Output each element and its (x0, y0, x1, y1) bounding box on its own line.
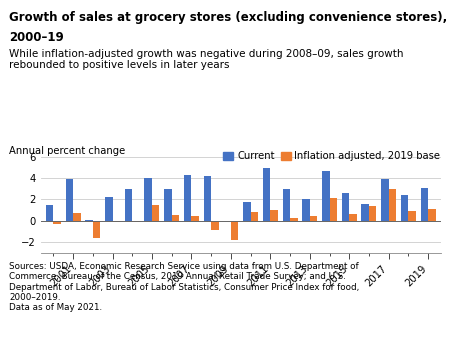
Bar (310, 216, 317, 221)
Text: Growth of sales at grocery stores (excluding convenience stores),: Growth of sales at grocery stores (exclu… (9, 11, 447, 24)
Bar (322, 171, 329, 221)
Bar (349, 214, 357, 221)
Bar (86, 220, 93, 221)
Bar (381, 179, 389, 221)
Bar (73, 213, 81, 221)
Bar (329, 199, 337, 221)
Bar (105, 197, 112, 221)
Bar (144, 178, 152, 221)
Bar (251, 212, 258, 221)
Bar (231, 221, 238, 240)
Bar (270, 210, 278, 221)
Legend: Current, Inflation adjusted, 2019 base: Current, Inflation adjusted, 2019 base (223, 151, 441, 161)
Bar (283, 189, 290, 221)
Bar (428, 209, 436, 221)
Bar (302, 199, 310, 221)
Bar (263, 168, 270, 221)
Text: Annual percent change: Annual percent change (9, 146, 125, 156)
Bar (112, 221, 120, 222)
Bar (361, 204, 369, 221)
Bar (53, 221, 61, 224)
Bar (66, 179, 73, 221)
Bar (342, 193, 349, 221)
Bar (125, 189, 132, 221)
Text: Sources: USDA, Economic Research Service using data from U.S. Department of
Comm: Sources: USDA, Economic Research Service… (9, 262, 359, 312)
Bar (401, 195, 409, 221)
Bar (46, 205, 53, 221)
Bar (132, 221, 140, 222)
Bar (211, 221, 219, 230)
Text: 2000–19: 2000–19 (9, 31, 64, 44)
Bar (243, 202, 251, 221)
Bar (164, 189, 172, 221)
Bar (152, 205, 159, 221)
Text: While inflation-adjusted growth was negative during 2008–09, sales growth
reboun: While inflation-adjusted growth was nega… (9, 49, 404, 70)
Bar (191, 217, 199, 221)
Bar (172, 215, 179, 221)
Bar (369, 206, 377, 221)
Bar (184, 175, 191, 221)
Bar (409, 211, 416, 221)
Bar (389, 189, 396, 221)
Bar (421, 188, 428, 221)
Bar (93, 221, 100, 238)
Bar (290, 218, 297, 221)
Bar (204, 176, 211, 221)
